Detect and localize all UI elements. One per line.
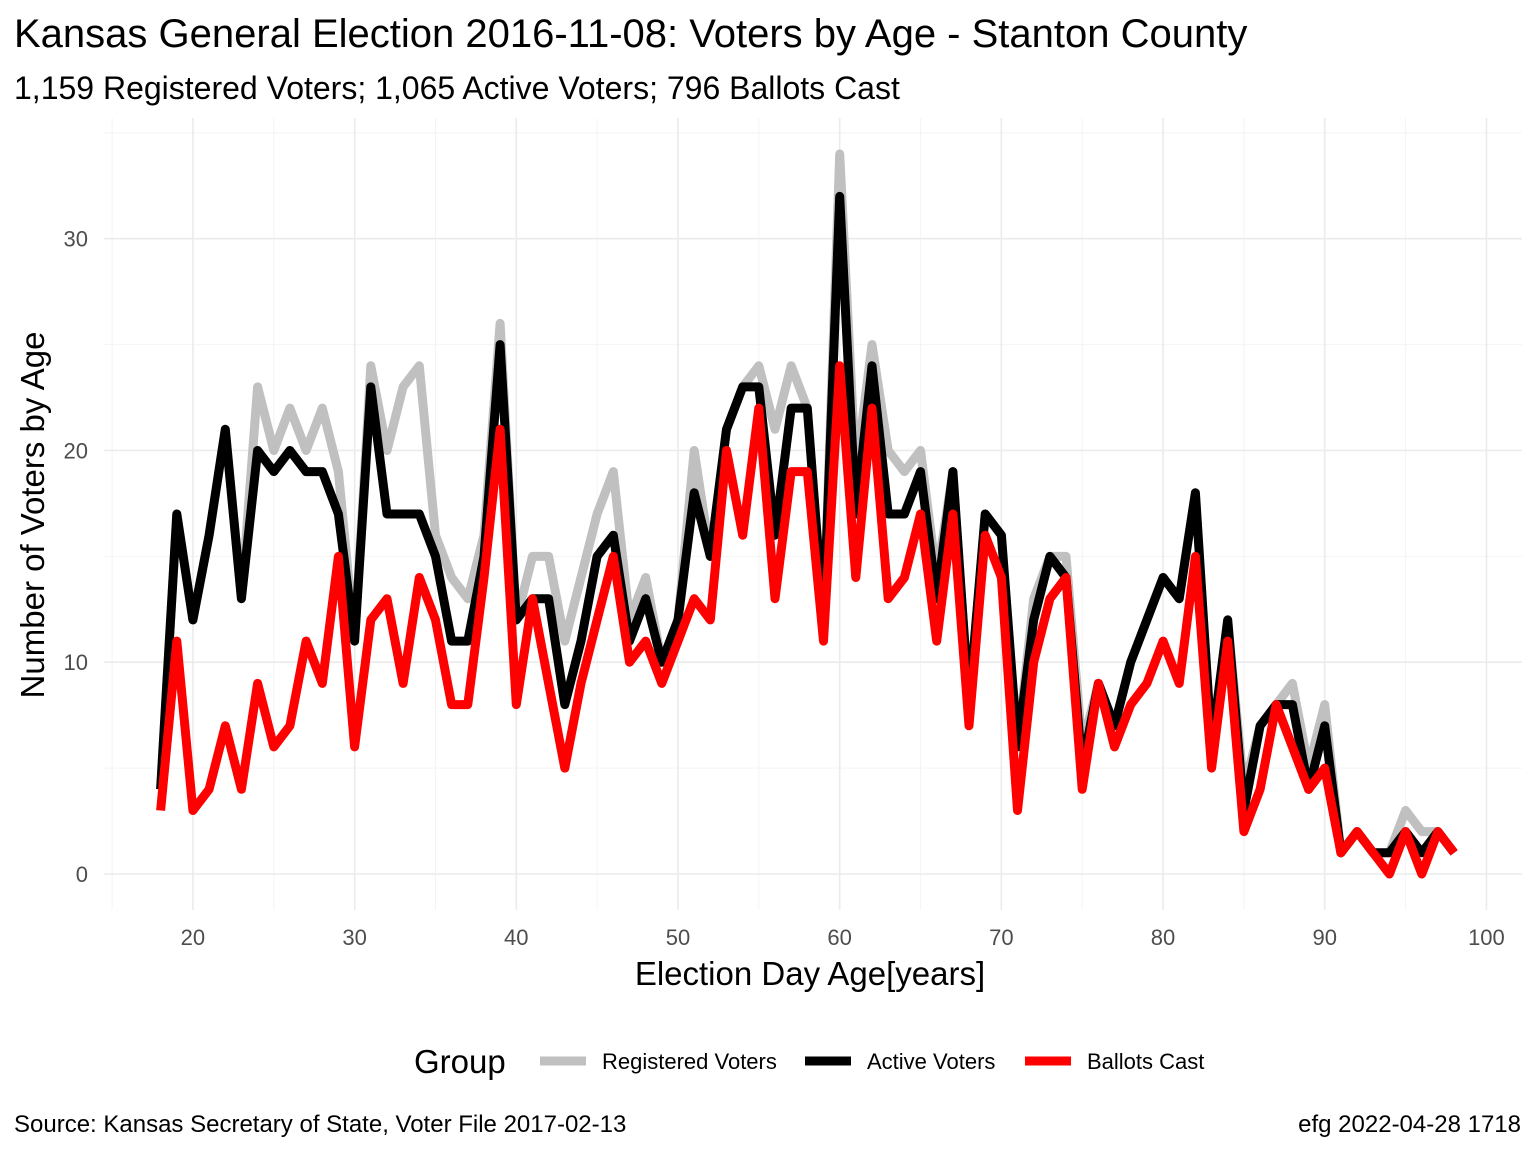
legend-label-registered-voters: Registered Voters bbox=[602, 1049, 777, 1074]
x-tick-label: 40 bbox=[504, 925, 528, 950]
y-tick-label: 20 bbox=[64, 438, 88, 463]
x-tick-label: 100 bbox=[1468, 925, 1505, 950]
y-tick-labels: 0 10 20 30 bbox=[64, 227, 88, 887]
y-axis-title: Number of Voters by Age bbox=[14, 332, 51, 699]
source-caption: Source: Kansas Secretary of State, Voter… bbox=[14, 1111, 626, 1138]
x-tick-label: 90 bbox=[1312, 925, 1336, 950]
x-tick-label: 20 bbox=[181, 925, 205, 950]
x-axis-title: Election Day Age[years] bbox=[635, 955, 985, 992]
legend-label-active-voters: Active Voters bbox=[867, 1049, 995, 1074]
legend: Group Registered Voters Active Voters Ball… bbox=[414, 1043, 1204, 1080]
x-tick-label: 60 bbox=[827, 925, 851, 950]
legend-label-ballots-cast: Ballots Cast bbox=[1087, 1049, 1204, 1074]
y-tick-label: 30 bbox=[64, 227, 88, 252]
chart-title: Kansas General Election 2016-11-08: Vote… bbox=[14, 12, 1247, 56]
x-tick-labels: 20 30 40 50 60 70 80 90 100 bbox=[181, 925, 1505, 950]
x-tick-label: 70 bbox=[989, 925, 1013, 950]
x-tick-label: 80 bbox=[1151, 925, 1175, 950]
y-tick-label: 10 bbox=[64, 650, 88, 675]
x-tick-label: 30 bbox=[342, 925, 366, 950]
x-tick-label: 50 bbox=[666, 925, 690, 950]
series-line-ballots-cast bbox=[156, 361, 1458, 879]
credit-caption: efg 2022-04-28 1718 bbox=[1298, 1111, 1521, 1138]
legend-title: Group bbox=[414, 1043, 506, 1080]
chart-subtitle: 1,159 Registered Voters; 1,065 Active Vo… bbox=[14, 70, 900, 106]
series-lines bbox=[156, 149, 1458, 879]
y-tick-label: 0 bbox=[76, 862, 88, 887]
